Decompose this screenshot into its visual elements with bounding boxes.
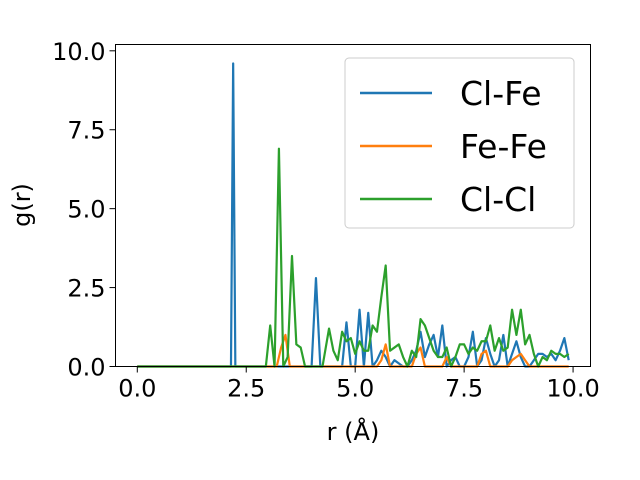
y-tick-label: 7.5 bbox=[67, 117, 105, 145]
y-axis-label: g(r) bbox=[8, 183, 36, 227]
x-tick-label: 5.0 bbox=[336, 375, 374, 403]
y-axis-ticks: 0.0 2.5 5.0 7.5 10.0 bbox=[52, 38, 116, 382]
y-tick-label: 10.0 bbox=[52, 38, 105, 66]
x-tick-label: 7.5 bbox=[445, 375, 483, 403]
y-tick-label: 5.0 bbox=[67, 196, 105, 224]
plot-frame-top bbox=[115, 44, 591, 367]
legend: Cl-Fe Fe-Fe Cl-Cl bbox=[344, 57, 575, 229]
legend-label: Cl-Fe bbox=[460, 74, 542, 113]
y-tick-label: 2.5 bbox=[67, 275, 105, 303]
x-axis-label: r (Å) bbox=[327, 417, 380, 446]
legend-label: Cl-Cl bbox=[460, 180, 536, 219]
x-tick-label: 2.5 bbox=[227, 375, 265, 403]
series-line-cl-fe bbox=[137, 62, 570, 368]
x-tick-label: 0.0 bbox=[118, 375, 156, 403]
legend-label: Fe-Fe bbox=[460, 127, 547, 166]
x-tick-label: 10.0 bbox=[546, 375, 599, 403]
legend-box bbox=[344, 57, 575, 229]
x-axis-ticks: 0.0 2.5 5.0 7.5 10.0 bbox=[118, 366, 600, 403]
y-tick-label: 0.0 bbox=[67, 354, 105, 382]
